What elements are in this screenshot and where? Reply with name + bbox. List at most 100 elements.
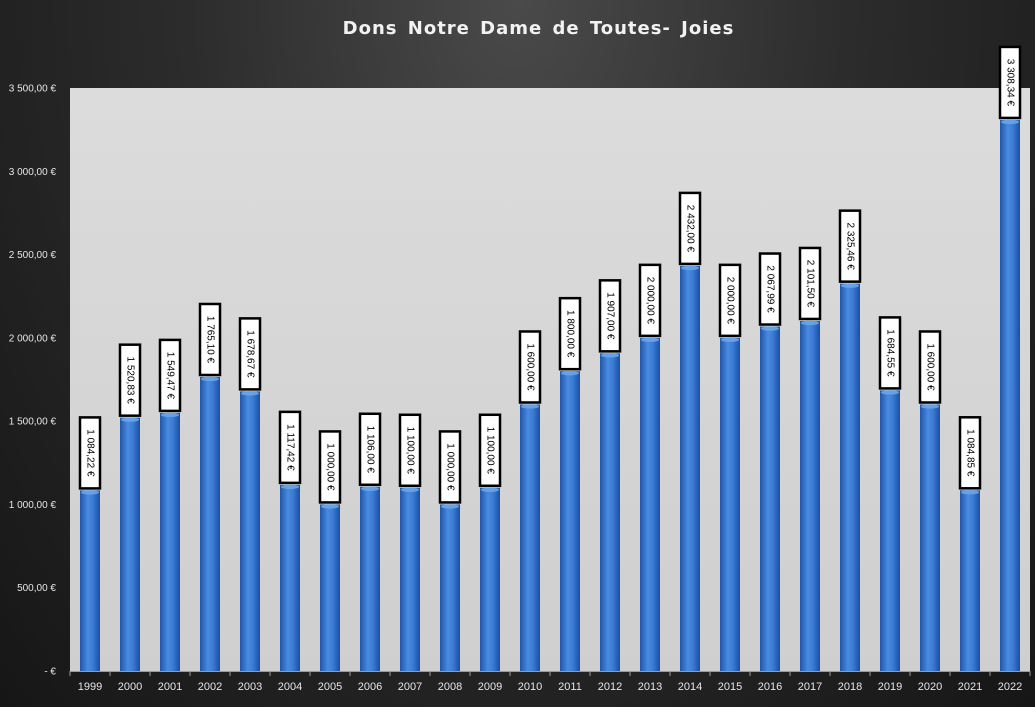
bar xyxy=(320,504,340,671)
data-label: 1 100,00 € xyxy=(478,413,502,488)
x-tick-label: 1999 xyxy=(78,681,102,693)
data-label-box xyxy=(958,416,982,490)
data-label: 1 600,00 € xyxy=(918,330,942,404)
data-label: 1 765,10 € xyxy=(198,302,222,377)
bar xyxy=(840,283,860,671)
y-axis: - € 500,00 € 1 000,00 € 1 500,00 € 2 000,00 … xyxy=(9,84,57,678)
data-label-box xyxy=(158,338,182,413)
data-label-box xyxy=(638,263,662,338)
bar-cap xyxy=(721,337,739,343)
data-label: 2 000,00 € xyxy=(718,263,742,338)
x-tick-label: 2019 xyxy=(878,681,902,693)
data-label-box xyxy=(758,252,782,326)
bar xyxy=(120,417,140,671)
data-label: 1 520,83 € xyxy=(118,343,142,417)
y-tick-label: 1 000,00 € xyxy=(9,500,57,511)
data-label-text: 1 678,67 € xyxy=(245,330,256,378)
data-label-text: 1 520,83 € xyxy=(125,357,136,405)
x-tick-label: 2006 xyxy=(358,681,382,693)
data-label-box xyxy=(278,410,302,485)
data-label: 1 549,47 € xyxy=(158,338,182,413)
bar xyxy=(800,320,820,671)
data-label-box xyxy=(358,412,382,487)
bar-cap xyxy=(121,417,139,422)
data-label-text: 2 067,99 € xyxy=(765,265,776,313)
data-label-box xyxy=(238,317,262,391)
y-tick-label: 500,00 € xyxy=(17,583,56,594)
data-label-box xyxy=(718,263,742,338)
bar-cap xyxy=(361,486,379,491)
bar-cap xyxy=(441,504,459,509)
x-axis: 1999 2000 2001 2002 2003 2004 2005 2006 2007 2008… xyxy=(69,671,1031,693)
y-tick-label: 3 500,00 € xyxy=(9,84,57,95)
data-label-box xyxy=(518,330,542,404)
data-label-text: 1 549,47 € xyxy=(165,352,176,400)
bar-cap xyxy=(201,376,219,382)
x-tick-label: 2012 xyxy=(598,681,622,693)
bar xyxy=(560,371,580,671)
data-label-text: 2 325,46 € xyxy=(845,223,856,271)
x-tick-label: 2009 xyxy=(478,681,502,693)
data-label-text: 1 100,00 € xyxy=(405,427,416,475)
data-label-box xyxy=(318,430,342,504)
data-label-box xyxy=(678,191,702,266)
bar-cap xyxy=(841,283,859,288)
x-tick-label: 2011 xyxy=(558,681,582,693)
data-label-text: 1 800,00 € xyxy=(565,310,576,358)
data-label-text: 2 000,00 € xyxy=(725,277,736,325)
y-tick-label: 3 000,00 € xyxy=(9,167,57,178)
data-label: 1 084,85 € xyxy=(958,416,982,490)
bar xyxy=(360,486,380,671)
bar xyxy=(280,484,300,671)
bar xyxy=(600,353,620,671)
data-label: 1 106,00 € xyxy=(358,412,382,487)
data-label-box xyxy=(918,330,942,404)
data-label: 2 101,50 € xyxy=(798,246,822,321)
x-tick-label: 2016 xyxy=(758,681,782,693)
bars xyxy=(80,119,1020,672)
data-label: 1 100,00 € xyxy=(398,413,422,488)
bar-cap xyxy=(281,484,299,490)
data-label-box xyxy=(78,416,102,490)
data-label-box xyxy=(998,45,1022,120)
bar xyxy=(520,404,540,671)
bar-cap xyxy=(641,337,659,343)
x-tick-label: 2017 xyxy=(798,681,822,693)
x-tick-label: 2014 xyxy=(678,681,702,693)
bar xyxy=(1000,119,1020,672)
data-label: 2 432,00 € xyxy=(678,191,702,266)
data-label-text: 1 684,55 € xyxy=(885,329,896,377)
bar xyxy=(440,504,460,671)
x-tick-label: 2001 xyxy=(158,681,182,693)
bar-cap xyxy=(521,404,539,409)
y-tick-label: - € xyxy=(44,667,56,678)
bar xyxy=(760,326,780,671)
x-tick-label: 2013 xyxy=(638,681,662,693)
data-label-box xyxy=(798,246,822,321)
bar-cap xyxy=(561,370,579,376)
data-label: 1 684,55 € xyxy=(878,316,902,390)
data-label: 1 000,00 € xyxy=(438,430,462,504)
data-label: 1 000,00 € xyxy=(318,430,342,504)
data-label: 1 084,22 € xyxy=(78,416,102,490)
bar xyxy=(880,390,900,671)
bar-cap xyxy=(481,487,499,492)
data-label-box xyxy=(838,209,862,283)
data-label: 1 800,00 € xyxy=(558,296,582,371)
data-label-text: 1 084,85 € xyxy=(965,429,976,477)
data-label-box xyxy=(398,413,422,488)
bar-cap xyxy=(401,487,419,492)
data-label-text: 1 117,42 € xyxy=(285,424,296,471)
bar xyxy=(920,404,940,671)
x-tick-label: 2015 xyxy=(718,681,742,693)
x-tick-label: 2010 xyxy=(518,681,542,693)
bar-cap xyxy=(161,412,179,418)
x-tick-label: 2003 xyxy=(238,681,262,693)
data-label-text: 1 100,00 € xyxy=(485,427,496,475)
data-label-box xyxy=(118,343,142,417)
data-label-text: 1 000,00 € xyxy=(325,443,336,491)
data-label-text: 1 106,00 € xyxy=(365,426,376,474)
data-label-text: 1 907,00 € xyxy=(605,292,616,340)
data-label-text: 1 600,00 € xyxy=(925,343,936,391)
